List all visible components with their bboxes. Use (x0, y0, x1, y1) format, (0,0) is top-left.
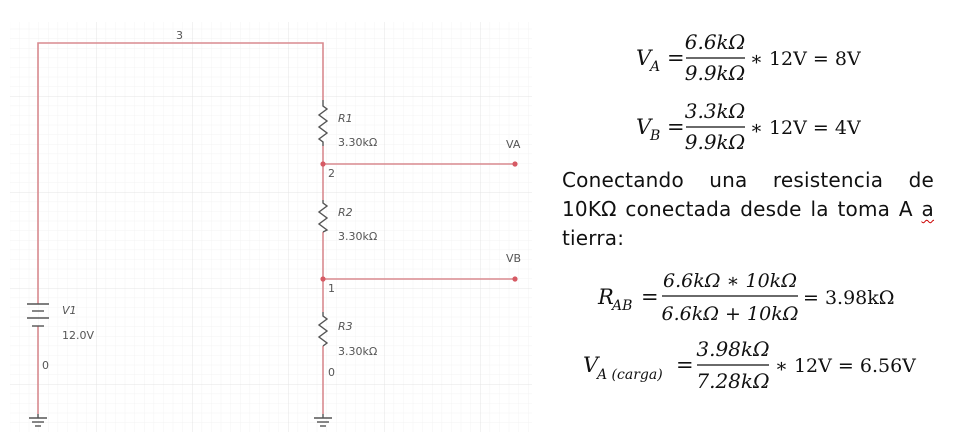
junction-node-2 (320, 161, 326, 167)
eq-vb-num: 3.3kΩ (685, 99, 746, 123)
wire-node-3 (37, 42, 324, 304)
eq-vcarga-num: 3.98kΩ (696, 337, 769, 361)
eq-va-den: 9.9kΩ (685, 61, 746, 85)
node-label-0-left: 0 (42, 359, 49, 372)
eq-va-lhs: V (636, 46, 653, 70)
eq-vcarga-lhs: V (583, 353, 600, 377)
junction-node-1 (320, 276, 326, 282)
description-paragraph: Conectando una resistencia de 10KΩ conec… (562, 166, 934, 253)
r1-name: R1 (338, 112, 353, 125)
circuit-schematic: 3 2 1 0 0 R1 3.30kΩ R2 3.30kΩ R3 3.30kΩ … (10, 22, 532, 432)
paragraph-end-text: tierra: (562, 226, 625, 250)
resistor-r2-symbol (317, 200, 329, 233)
node-label-3: 3 (176, 29, 183, 42)
eq-vcarga-rhs: ∗ 12V = 6.56V (775, 355, 916, 377)
paragraph-main-text: Conectando una resistencia de 10KΩ conec… (562, 168, 934, 221)
probe-vb-label: VB (506, 252, 521, 265)
node-label-1: 1 (328, 282, 335, 295)
eq-rab-lhs: R (597, 285, 614, 309)
equation-vb: V B = 3.3kΩ 9.9kΩ ∗ 12V = 4V (636, 99, 861, 154)
eq-vcarga-den: 7.28kΩ (696, 369, 769, 393)
eq-vb-sub: B (649, 128, 660, 144)
probe-vb-dot (512, 276, 518, 282)
svg-text:=: = (641, 285, 659, 309)
eq-va-sub: A (648, 59, 660, 75)
v1-name: V1 (62, 304, 77, 317)
svg-text:=: = (676, 353, 694, 377)
battery-v1-symbol (27, 303, 49, 327)
eq-va-num: 6.6kΩ (685, 30, 746, 54)
r1-value: 3.30kΩ (338, 136, 377, 149)
equations-panel: V A = 6.6kΩ 9.9kΩ ∗ 12V = 8V V B = 3.3kΩ… (583, 30, 916, 393)
ground-right-icon (314, 414, 332, 427)
eq-rab-den: 6.6kΩ + 10kΩ (662, 303, 799, 325)
equation-rab: R AB = 6.6kΩ ∗ 10kΩ 6.6kΩ + 10kΩ = 3.98k… (597, 270, 895, 325)
r3-name: R3 (338, 320, 353, 333)
v1-value: 12.0V (62, 329, 94, 342)
resistor-r3-symbol (317, 312, 329, 347)
r3-value: 3.30kΩ (338, 345, 377, 358)
junctions (320, 161, 518, 282)
resistor-r1-symbol (317, 100, 329, 146)
eq-vb-lhs: V (636, 115, 653, 139)
node-label-2: 2 (328, 167, 335, 180)
eq-vb-rhs: ∗ 12V = 4V (750, 117, 861, 139)
paragraph-spellcheck-word: a (921, 197, 935, 221)
eq-rab-num: 6.6kΩ ∗ 10kΩ (663, 270, 797, 292)
wires (37, 42, 515, 414)
r2-name: R2 (338, 206, 353, 219)
eq-rab-rhs: = 3.98kΩ (803, 287, 895, 309)
svg-text:=: = (667, 46, 685, 70)
eq-vb-den: 9.9kΩ (685, 130, 746, 154)
probe-va-dot (512, 161, 518, 167)
grid-background (10, 22, 532, 432)
probe-va-label: VA (506, 138, 521, 151)
svg-text:=: = (667, 115, 685, 139)
ground-left-icon (29, 414, 47, 427)
equation-va: V A = 6.6kΩ 9.9kΩ ∗ 12V = 8V (636, 30, 861, 85)
eq-va-rhs: ∗ 12V = 8V (750, 48, 861, 70)
eq-vcarga-sub: A (carga) (595, 367, 663, 383)
node-label-0-right: 0 (328, 366, 335, 379)
equation-vcarga: V A (carga) = 3.98kΩ 7.28kΩ ∗ 12V = 6.56… (583, 337, 916, 393)
eq-rab-sub: AB (610, 298, 632, 314)
r2-value: 3.30kΩ (338, 230, 377, 243)
